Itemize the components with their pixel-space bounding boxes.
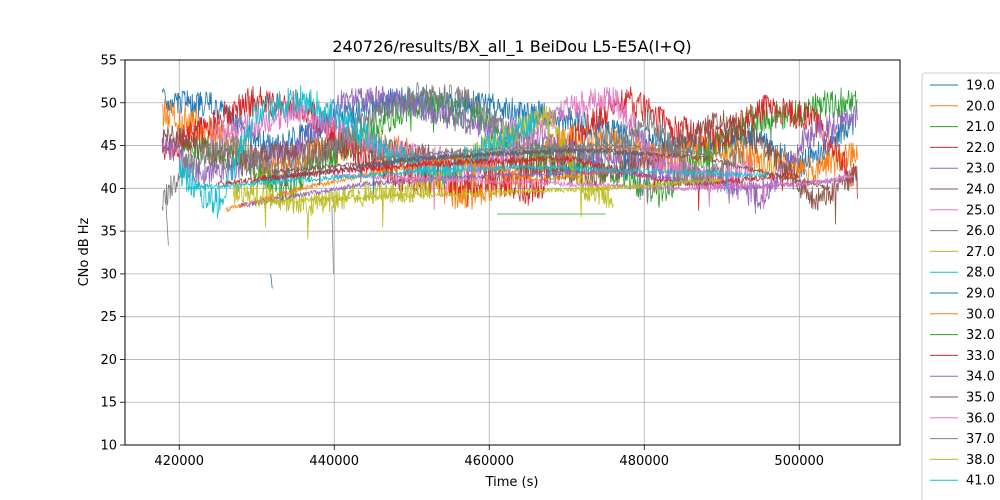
legend-entry: 21.0 (966, 120, 995, 135)
y-tick-label: 45 (100, 139, 117, 154)
legend-entry: 27.0 (966, 245, 995, 260)
series-line (270, 273, 273, 289)
plot-frame (124, 59, 901, 446)
legend-entry: 22.0 (966, 141, 995, 156)
legend-entry: 20.0 (966, 99, 995, 114)
series-line (256, 177, 723, 228)
legend-entry: 29.0 (966, 287, 995, 302)
y-tick-label: 40 (100, 182, 117, 197)
legend-entry: 26.0 (966, 224, 995, 239)
series-line (165, 205, 169, 246)
series-line (210, 86, 754, 199)
series-layer (161, 81, 858, 289)
y-axis-label: CNo dB Hz (77, 217, 92, 286)
legend-entry: 38.0 (966, 453, 995, 468)
x-axis-label: Time (s) (485, 475, 539, 490)
series-line (240, 167, 847, 215)
chart-title: 240726/results/BX_all_1 BeiDou L5-E5A(I+… (332, 37, 691, 57)
y-tick-label: 20 (100, 353, 117, 368)
legend-entry: 41.0 (966, 474, 995, 489)
legend-entry: 32.0 (966, 328, 995, 343)
legend-entry: 28.0 (966, 266, 995, 281)
y-tick-label: 35 (100, 225, 117, 240)
series-line (331, 205, 334, 274)
x-tick-label: 420000 (154, 454, 204, 469)
series-line (186, 163, 769, 194)
series-line (225, 155, 614, 212)
x-tick-label: 440000 (309, 454, 359, 469)
legend-entry: 25.0 (966, 203, 995, 218)
series-line (271, 146, 831, 197)
y-tick-label: 10 (100, 439, 117, 454)
legend-entry: 24.0 (966, 183, 995, 198)
y-tick-label: 30 (100, 267, 117, 282)
legend-entry: 19.0 (966, 79, 995, 94)
legend-frame (921, 72, 1000, 500)
series-line (161, 85, 858, 210)
y-axis: 10 15 20 25 30 35 40 45 50 55 (100, 54, 125, 454)
legend-entry: 35.0 (966, 391, 995, 406)
x-tick-label: 480000 (619, 454, 669, 469)
legend-entry: 30.0 (966, 307, 995, 322)
legend-entry: 23.0 (966, 162, 995, 177)
y-tick-label: 55 (100, 54, 117, 69)
x-axis: 420000 440000 460000 480000 500000 (154, 445, 824, 469)
x-tick-label: 500000 (774, 454, 824, 469)
y-tick-label: 50 (100, 96, 117, 111)
legend-entry: 33.0 (966, 349, 995, 364)
x-tick-label: 460000 (464, 454, 514, 469)
series-line (333, 172, 854, 210)
legend-entry: 36.0 (966, 411, 995, 426)
y-tick-label: 25 (100, 310, 117, 325)
legend-entry: 34.0 (966, 370, 995, 385)
series-line (372, 142, 723, 161)
legend-entry: 37.0 (966, 432, 995, 447)
series-line (233, 105, 614, 240)
series-line (161, 85, 858, 207)
series-line (161, 81, 746, 211)
legend: 19.0 20.0 21.0 22.0 23.0 24.0 25.0 26.0 27.0 28.0… (921, 72, 1000, 500)
y-tick-label: 15 (100, 396, 117, 411)
